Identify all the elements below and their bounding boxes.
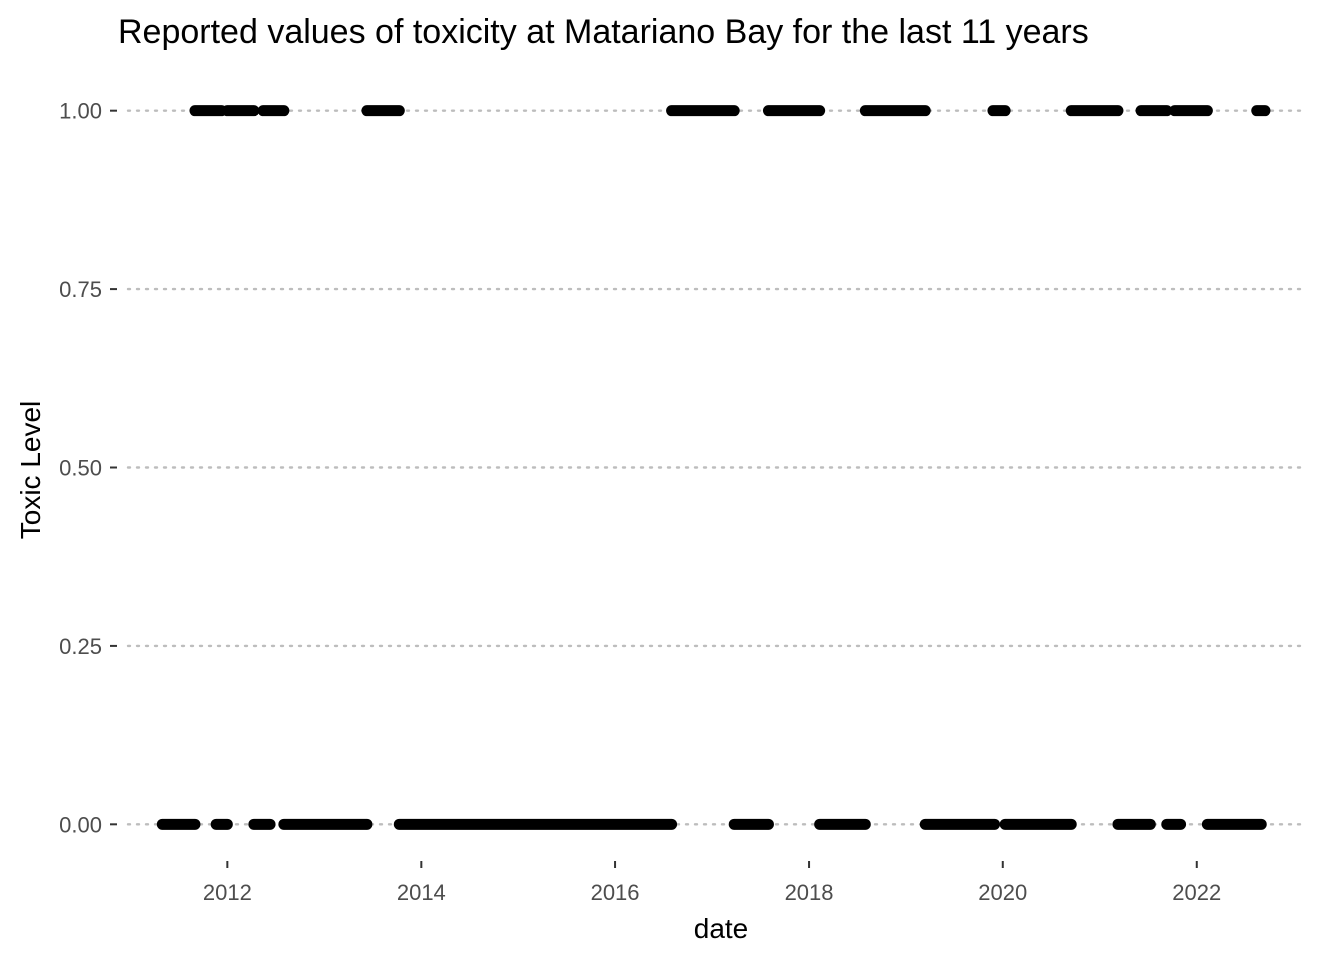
data-marks [156, 105, 1271, 830]
x-tick-label: 2012 [203, 880, 252, 905]
y-axis: 0.00 0.25 0.50 0.75 1.00 [59, 99, 117, 837]
x-axis-title: date [694, 913, 749, 944]
gridlines [126, 109, 1302, 826]
y-tick-label: 1.00 [59, 99, 102, 124]
chart-title: Reported values of toxicity at Matariano… [118, 13, 1089, 51]
y-tick-label: 0.50 [59, 456, 102, 481]
y-axis-title: Toxic Level [15, 401, 46, 540]
x-tick-label: 2022 [1172, 880, 1221, 905]
x-tick-label: 2020 [978, 880, 1027, 905]
y-tick-label: 0.00 [59, 812, 102, 837]
y-tick-label: 0.25 [59, 634, 102, 659]
y-tick-label: 0.75 [59, 277, 102, 302]
x-tick-label: 2018 [785, 880, 834, 905]
x-tick-label: 2014 [397, 880, 446, 905]
x-axis: 2012 2014 2016 2018 2020 2022 [203, 861, 1221, 905]
x-tick-label: 2016 [591, 880, 640, 905]
